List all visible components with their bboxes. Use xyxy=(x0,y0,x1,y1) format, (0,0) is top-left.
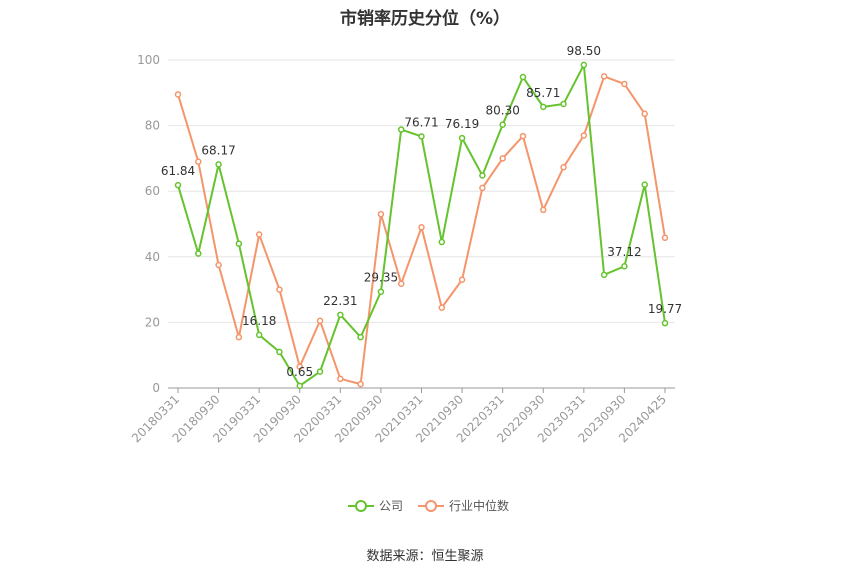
data-point xyxy=(255,231,263,238)
data-point xyxy=(195,158,202,165)
chart-title: 市销率历史分位（%） xyxy=(339,9,511,29)
data-point xyxy=(397,280,405,287)
legend-label: 公司 xyxy=(379,499,403,513)
data-point xyxy=(519,132,527,140)
data-point xyxy=(458,276,466,284)
y-tick-label: 20 xyxy=(145,315,160,329)
data-label: 68.17 xyxy=(201,143,235,157)
legend-marker xyxy=(355,500,367,512)
data-label: 29.35 xyxy=(364,271,398,285)
data-point xyxy=(438,304,446,311)
legend-marker xyxy=(425,500,437,512)
data-point xyxy=(255,331,263,339)
data-point xyxy=(438,238,446,246)
data-point xyxy=(560,164,567,171)
data-point xyxy=(397,126,405,133)
data-label: 76.19 xyxy=(445,117,479,131)
data-label: 37.12 xyxy=(607,245,641,259)
data-point xyxy=(661,234,669,242)
data-point xyxy=(316,317,324,325)
data-label: 85.71 xyxy=(526,86,560,100)
data-point xyxy=(174,181,182,189)
data-point xyxy=(600,73,608,80)
data-label: 22.31 xyxy=(323,294,357,308)
data-label: 80.30 xyxy=(485,104,519,118)
data-point xyxy=(316,368,324,375)
data-label: 61.84 xyxy=(161,164,195,178)
data-point xyxy=(215,261,222,269)
data-point xyxy=(580,61,588,69)
data-point xyxy=(337,375,344,383)
data-point xyxy=(357,380,364,388)
y-tick-label: 100 xyxy=(137,53,160,67)
data-point xyxy=(174,91,182,98)
y-tick-label: 40 xyxy=(145,250,160,264)
data-point xyxy=(296,382,303,390)
data-point xyxy=(215,161,222,168)
data-point xyxy=(479,184,486,192)
data-label: 0.65 xyxy=(286,365,313,379)
line-chart: 0204060801002018033120180930201903312019… xyxy=(129,44,682,513)
data-point xyxy=(276,348,283,356)
y-tick-label: 80 xyxy=(145,119,160,133)
data-source: 数据来源：恒生聚源 xyxy=(366,549,484,564)
data-point xyxy=(621,80,628,88)
data-point xyxy=(357,333,364,341)
data-point xyxy=(195,250,202,257)
data-point xyxy=(276,286,283,293)
data-label: 19.77 xyxy=(648,302,682,316)
data-point xyxy=(458,134,466,142)
data-point xyxy=(235,240,243,247)
data-point xyxy=(337,311,344,319)
y-tick-label: 60 xyxy=(145,184,160,198)
data-point xyxy=(377,288,385,295)
data-label: 98.50 xyxy=(567,44,601,58)
data-point xyxy=(479,172,486,179)
data-point xyxy=(641,110,648,118)
data-point xyxy=(580,132,588,139)
data-point xyxy=(499,121,506,128)
data-point xyxy=(641,181,648,188)
legend-label: 行业中位数 xyxy=(449,498,509,513)
data-point xyxy=(600,271,608,279)
data-point xyxy=(418,133,425,140)
data-point xyxy=(540,103,547,111)
data-point xyxy=(296,363,303,370)
data-point xyxy=(661,319,669,327)
y-tick-label: 0 xyxy=(152,381,160,395)
data-point xyxy=(418,224,425,231)
data-point xyxy=(540,206,547,214)
data-point xyxy=(235,333,243,341)
data-point xyxy=(499,155,506,162)
data-point xyxy=(621,262,628,270)
data-label: 76.71 xyxy=(404,115,438,129)
data-point xyxy=(560,100,567,108)
data-label: 16.18 xyxy=(242,314,276,328)
data-point xyxy=(377,210,385,218)
data-point xyxy=(519,73,527,81)
